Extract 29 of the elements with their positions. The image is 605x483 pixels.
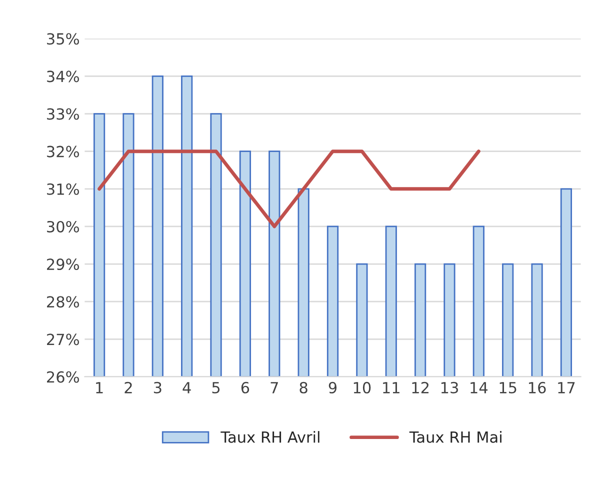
- x-tick-label: 15: [500, 382, 516, 394]
- x-tick-label: 12: [412, 382, 428, 394]
- x-tick-label: 16: [528, 382, 546, 394]
- y-tick-label: 28%: [47, 296, 79, 308]
- x-tick-label: 10: [354, 382, 371, 394]
- y-tick-label: 31%: [47, 183, 79, 195]
- legend-label: Taux RH Mai: [409, 431, 502, 443]
- y-tick-label: 33%: [47, 108, 79, 120]
- x-tick-label: 2: [124, 382, 132, 394]
- x-tick-label: 17: [558, 382, 575, 394]
- x-tick-label: 14: [470, 382, 488, 394]
- legend-label: Taux RH Avril: [220, 431, 320, 443]
- x-tick-label: 7: [270, 382, 278, 394]
- x-tick-label: 5: [212, 382, 220, 394]
- x-tick-label: 8: [300, 382, 308, 394]
- y-tick-label: 35%: [47, 33, 79, 45]
- y-tick-label: 26%: [47, 371, 79, 383]
- x-tick-label: 13: [441, 382, 458, 394]
- y-tick-label: 34%: [47, 70, 79, 82]
- y-tick-label: 29%: [47, 258, 79, 270]
- y-tick-label: 32%: [47, 146, 79, 158]
- y-tick-label: 30%: [47, 220, 79, 232]
- x-tick-label: 3: [154, 382, 162, 394]
- x-tick-label: 1: [96, 382, 103, 394]
- x-tick-label: 11: [383, 382, 400, 394]
- y-tick-label: 27%: [47, 334, 79, 346]
- x-tick-label: 4: [182, 382, 191, 394]
- x-tick-label: 6: [241, 382, 250, 394]
- x-tick-label: 9: [328, 382, 337, 394]
